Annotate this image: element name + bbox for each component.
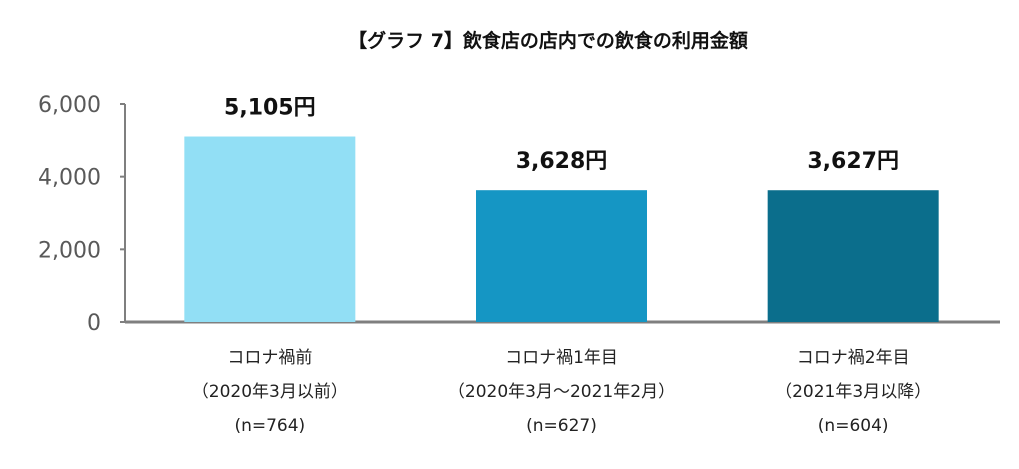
x-category-label: コロナ禍1年目 (505, 348, 618, 368)
x-category-label: （2020年3月～2021年2月） (448, 382, 675, 402)
x-category-label: (n=764) (234, 416, 305, 436)
x-category-label: (n=627) (526, 416, 597, 436)
x-category-label: コロナ禍2年目 (797, 348, 910, 368)
y-tick-label: 4,000 (38, 166, 101, 191)
x-category-label: （2021年3月以降） (775, 382, 931, 402)
x-category-label: (n=604) (818, 416, 889, 436)
chart-title: 【グラフ 7】飲食店の店内での飲食の利用金額 (348, 29, 748, 52)
bar (476, 190, 647, 322)
bar (184, 136, 356, 322)
y-tick-label: 6,000 (38, 93, 101, 118)
data-label: 3,628円 (516, 149, 608, 174)
data-label: 3,627円 (807, 149, 899, 174)
x-category-label: （2020年3月以前） (192, 382, 348, 402)
data-label: 5,105円 (224, 96, 316, 121)
x-category-label: コロナ禍前 (227, 348, 312, 368)
y-tick-label: 2,000 (38, 238, 101, 263)
bar (767, 190, 939, 322)
y-tick-label: 0 (87, 311, 101, 336)
